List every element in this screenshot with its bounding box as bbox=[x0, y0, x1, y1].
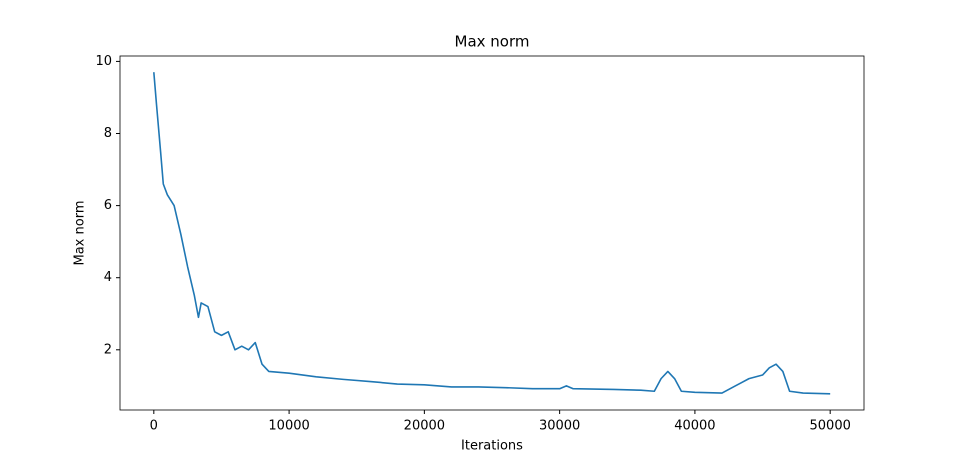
x-tick-label: 30000 bbox=[539, 419, 580, 434]
y-axis-label: Max norm bbox=[73, 201, 88, 266]
x-tick-label: 20000 bbox=[404, 419, 445, 434]
y-tick-label: 2 bbox=[104, 342, 112, 357]
x-tick-label: 50000 bbox=[810, 419, 851, 434]
x-tick-label: 0 bbox=[150, 419, 158, 434]
y-tick-label: 8 bbox=[104, 126, 112, 141]
plot-frame bbox=[119, 55, 865, 411]
chart-title: Max norm bbox=[455, 33, 530, 51]
x-axis-label: Iterations bbox=[461, 439, 523, 454]
y-tick-label: 4 bbox=[104, 270, 112, 285]
data-line bbox=[153, 72, 831, 395]
y-tick-label: 10 bbox=[95, 54, 112, 69]
x-tick-label: 40000 bbox=[674, 419, 715, 434]
x-tick-label: 10000 bbox=[268, 419, 309, 434]
y-tick-label: 6 bbox=[104, 198, 112, 213]
